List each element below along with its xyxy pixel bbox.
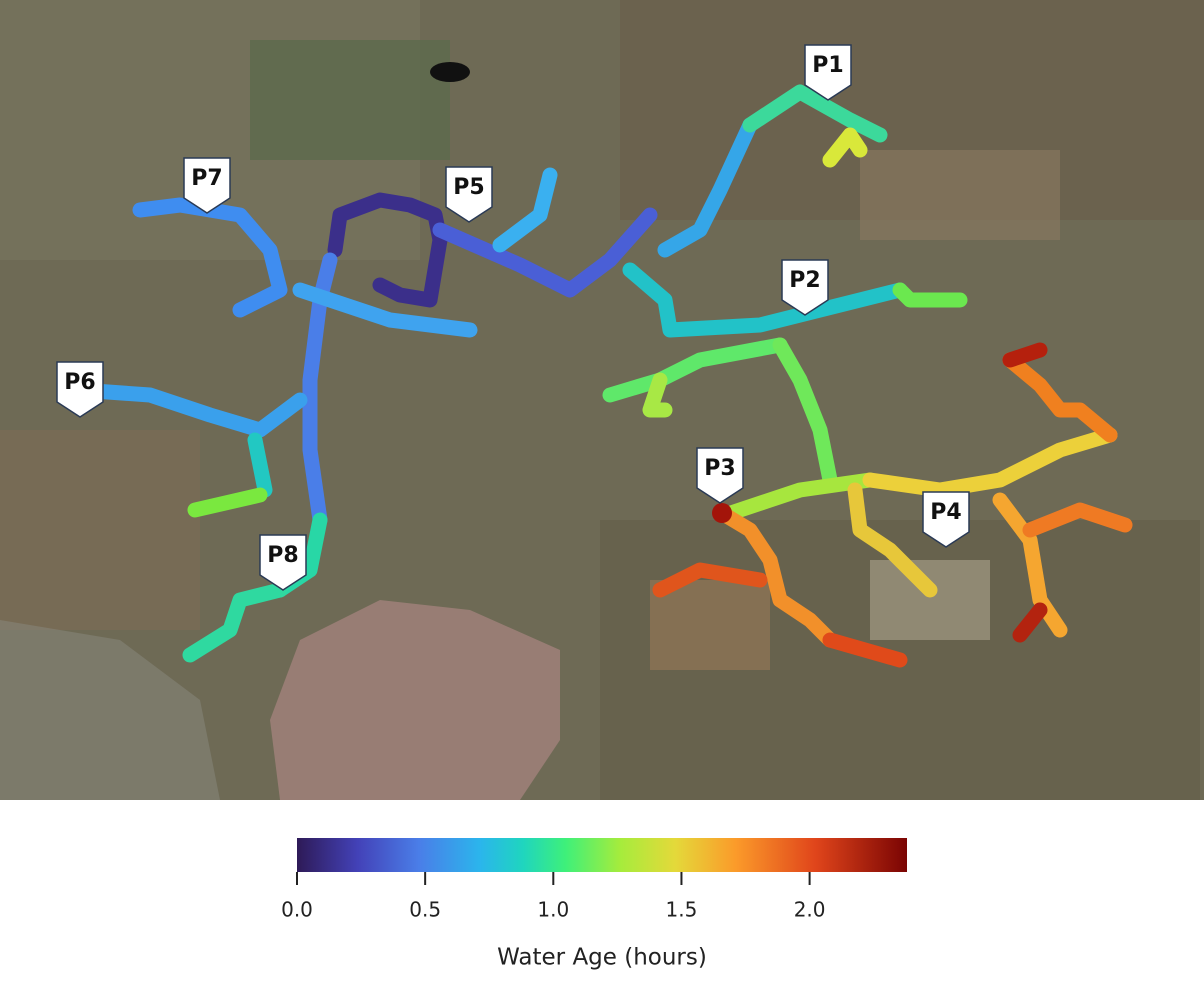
colorbar-tick-label: 1.0	[537, 898, 569, 922]
marker-layer: P1 P2 P3 P4 P5 P6 P7 P8	[56, 44, 970, 591]
marker-label: P8	[267, 543, 298, 568]
marker-label: P4	[930, 500, 961, 525]
marker-label: P2	[789, 268, 820, 293]
marker-callout	[804, 44, 852, 101]
satellite-background	[0, 0, 1204, 800]
colorbar-tick-label: 0.0	[281, 898, 313, 922]
colorbar	[297, 838, 907, 872]
colorbar-tick-label: 0.5	[409, 898, 441, 922]
marker-callout	[445, 166, 493, 223]
marker-label: P3	[704, 456, 735, 481]
marker-label: P5	[453, 175, 484, 200]
marker-callout	[781, 259, 829, 316]
marker-label: P7	[191, 166, 222, 191]
colorbar-ticks: 0.0 0.5 1.0 1.5 2.0	[281, 872, 826, 922]
marker-label: P6	[64, 370, 95, 395]
marker-callout	[922, 491, 970, 548]
colorbar-tick-label: 2.0	[794, 898, 826, 922]
colorbar-title: Water Age (hours)	[497, 945, 707, 971]
marker-callout	[696, 447, 744, 504]
marker-callout	[183, 157, 231, 214]
marker-label: P1	[812, 53, 843, 78]
colorbar-tick-label: 1.5	[666, 898, 698, 922]
pipe-network	[72, 84, 1133, 668]
marker-callout	[56, 361, 104, 418]
marker-callout	[259, 534, 307, 591]
